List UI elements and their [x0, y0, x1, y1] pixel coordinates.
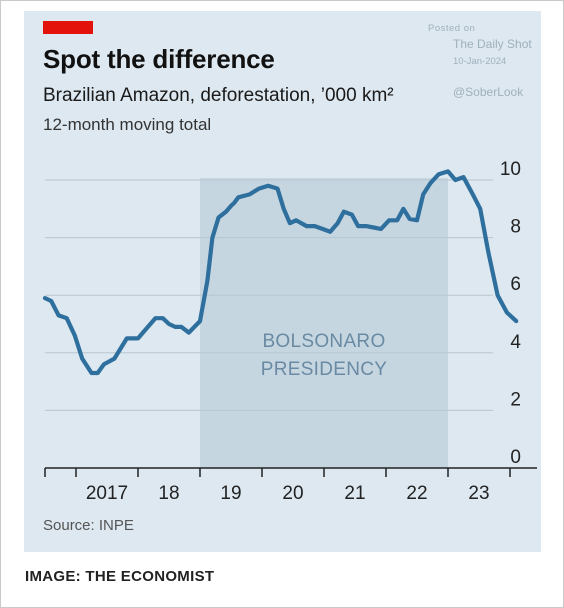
chart-subtitle-measure: 12-month moving total	[43, 115, 212, 134]
shaded-region-label: BOLSONARO	[262, 331, 385, 352]
x-tick-label: 18	[158, 483, 179, 504]
series-line-deforestation	[42, 169, 519, 376]
x-tick-label: 19	[220, 483, 241, 504]
shaded-region-presidency	[200, 178, 448, 468]
chart-title: Spot the difference	[43, 44, 275, 74]
x-tick-label: 22	[406, 483, 427, 504]
watermark-date: 10-Jan-2024	[453, 56, 507, 67]
y-tick-label: 0	[510, 447, 521, 468]
y-tick-label: 6	[510, 274, 521, 295]
x-tick-label: 2017	[86, 483, 128, 504]
image-credit: IMAGE: THE ECONOMIST	[25, 568, 215, 585]
y-tick-label: 10	[500, 159, 521, 180]
shaded-region-label: PRESIDENCY	[261, 359, 388, 380]
x-tick-label: 23	[468, 483, 489, 504]
watermark-name: The Daily Shot	[453, 37, 532, 51]
y-tick-label: 4	[510, 332, 521, 353]
chart-subtitle: Brazilian Amazon, deforestation, ’000 km…	[43, 85, 394, 106]
watermark-posted: Posted on	[428, 23, 476, 34]
x-tick-label: 20	[282, 483, 303, 504]
x-tick-label: 21	[344, 483, 365, 504]
source-note: Source: INPE	[43, 517, 134, 534]
y-tick-label: 8	[510, 217, 521, 238]
red-tag-logo	[43, 21, 93, 34]
watermark-handle: @SoberLook	[453, 85, 524, 99]
y-tick-label: 2	[510, 389, 521, 410]
